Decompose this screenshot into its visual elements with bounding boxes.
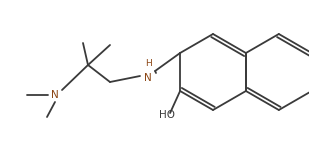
Text: H: H xyxy=(145,59,151,68)
Text: HO: HO xyxy=(159,110,175,120)
Text: N: N xyxy=(51,90,59,100)
Text: N: N xyxy=(144,73,152,83)
